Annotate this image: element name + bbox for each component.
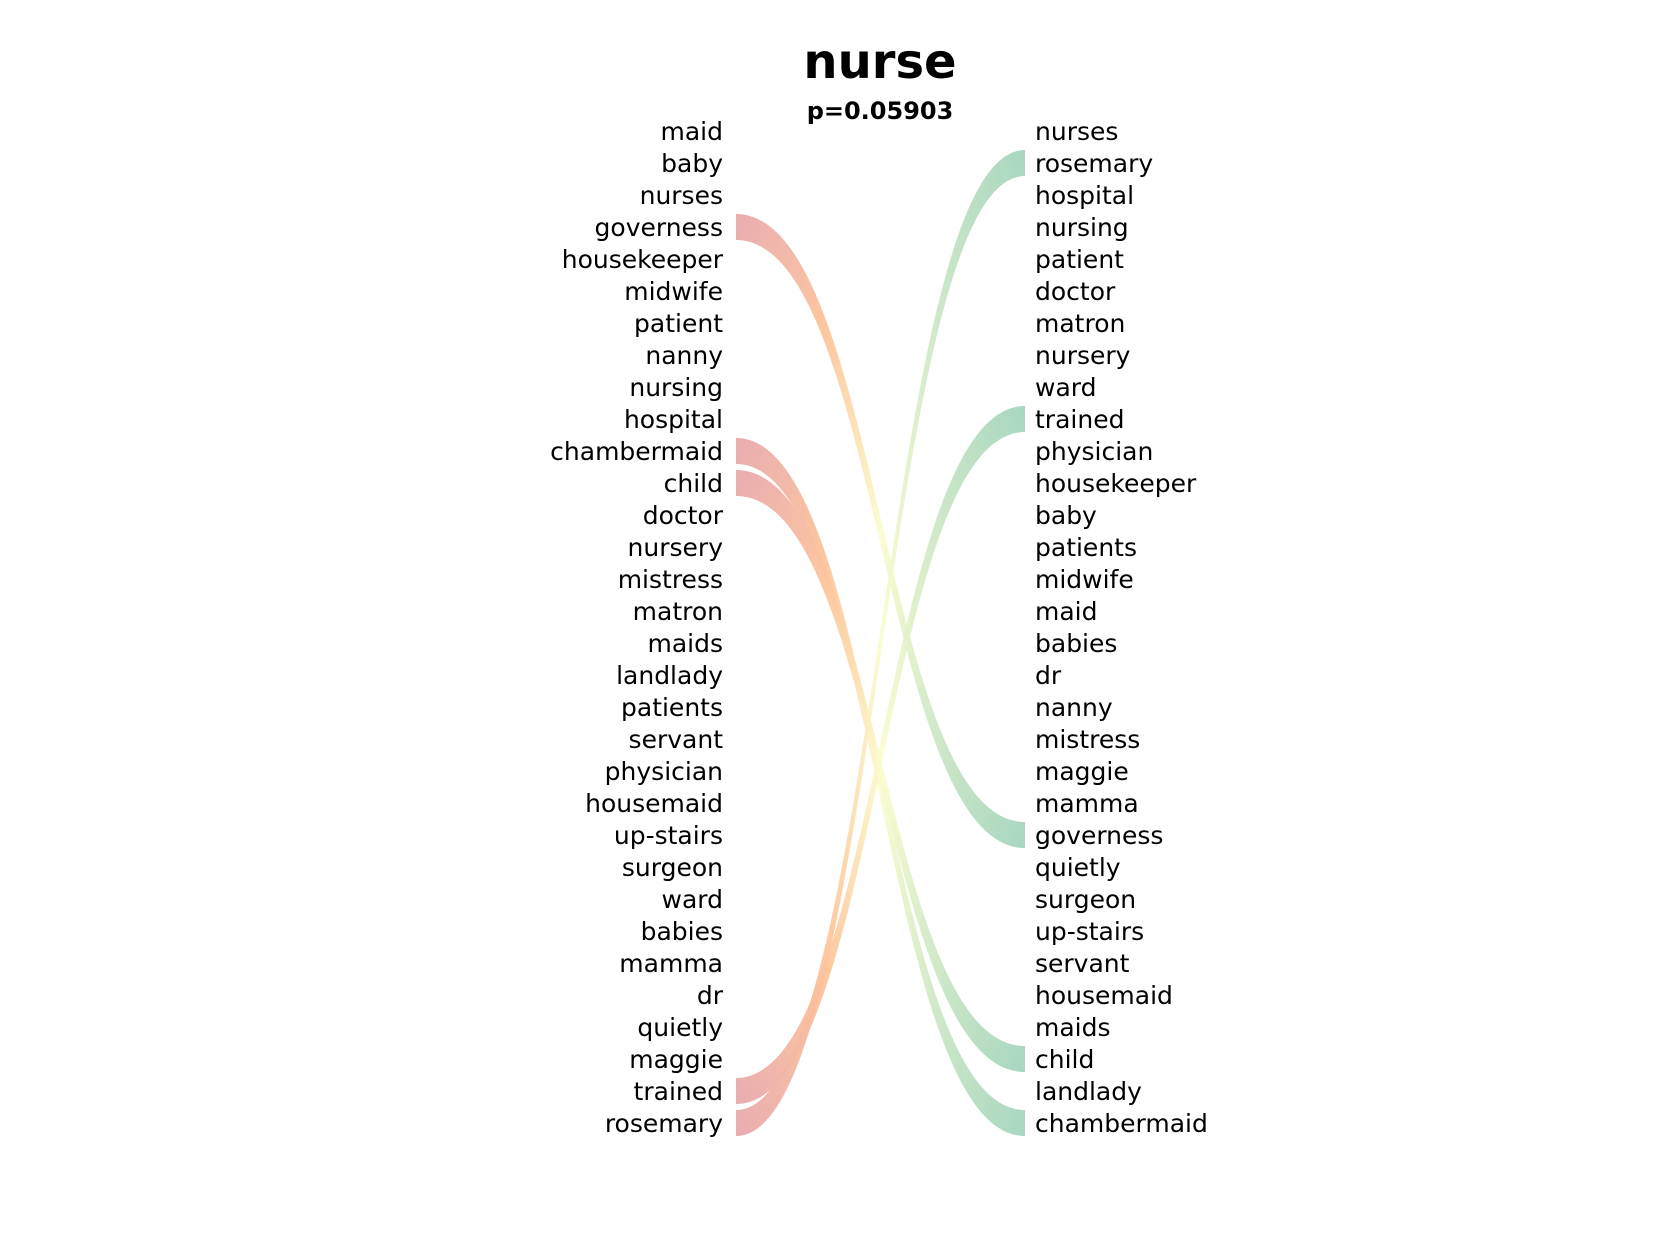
link-band-chambermaid <box>736 438 1025 1136</box>
right-word: maggie <box>1035 757 1129 786</box>
right-word: dr <box>1035 661 1062 690</box>
left-word: nurses <box>640 181 723 210</box>
right-word: baby <box>1035 501 1097 530</box>
right-word: maids <box>1035 1013 1111 1042</box>
link-band-governess <box>736 214 1025 848</box>
link-band-rosemary <box>736 150 1025 1136</box>
left-word: patient <box>634 309 723 338</box>
right-word: nursing <box>1035 213 1129 242</box>
right-word: rosemary <box>1035 149 1153 178</box>
left-word: maid <box>661 117 724 146</box>
left-word: up-stairs <box>614 821 723 850</box>
left-word: baby <box>661 149 723 178</box>
left-word: maids <box>647 629 723 658</box>
left-word: hospital <box>624 405 723 434</box>
right-word: hospital <box>1035 181 1134 210</box>
links-layer <box>736 150 1025 1136</box>
right-word: doctor <box>1035 277 1116 306</box>
right-word: nursery <box>1035 341 1131 370</box>
left-word: governess <box>595 213 723 242</box>
right-word-list: nurses rosemary hospital nursing patient doct… <box>1035 117 1208 1138</box>
left-word: surgeon <box>622 853 723 882</box>
right-word: physician <box>1035 437 1153 466</box>
left-word: physician <box>605 757 723 786</box>
right-word: up-stairs <box>1035 917 1144 946</box>
right-word: surgeon <box>1035 885 1136 914</box>
left-word: nursing <box>629 373 723 402</box>
left-word: doctor <box>643 501 724 530</box>
left-word: midwife <box>624 277 723 306</box>
left-word: landlady <box>616 661 723 690</box>
right-word: child <box>1035 1045 1094 1074</box>
left-word: quietly <box>637 1013 723 1042</box>
left-word: housekeeper <box>562 245 724 274</box>
right-word: nurses <box>1035 117 1118 146</box>
left-word: matron <box>633 597 723 626</box>
left-word: housemaid <box>585 789 723 818</box>
left-word: servant <box>629 725 724 754</box>
chart-title: nurse <box>803 34 956 90</box>
right-word: ward <box>1035 373 1096 402</box>
right-word: servant <box>1035 949 1130 978</box>
right-word: patient <box>1035 245 1124 274</box>
right-word: governess <box>1035 821 1163 850</box>
left-word: child <box>664 469 723 498</box>
right-word: housekeeper <box>1035 469 1197 498</box>
right-word: quietly <box>1035 853 1121 882</box>
left-word: mistress <box>618 565 723 594</box>
left-word: rosemary <box>605 1109 723 1138</box>
link-band-child <box>736 470 1025 1072</box>
left-word: ward <box>662 885 723 914</box>
right-word: mamma <box>1035 789 1139 818</box>
left-word-list: maid baby nurses governess housekeeper midwif… <box>550 117 724 1138</box>
right-word: trained <box>1035 405 1124 434</box>
left-word: nursery <box>628 533 724 562</box>
right-word: maid <box>1035 597 1098 626</box>
left-word: babies <box>641 917 723 946</box>
right-word: chambermaid <box>1035 1109 1208 1138</box>
right-word: landlady <box>1035 1077 1142 1106</box>
right-word: nanny <box>1035 693 1113 722</box>
left-word: mamma <box>619 949 723 978</box>
right-word: midwife <box>1035 565 1134 594</box>
left-word: nanny <box>645 341 723 370</box>
left-word: trained <box>634 1077 723 1106</box>
right-word: housemaid <box>1035 981 1173 1010</box>
left-word: maggie <box>629 1045 723 1074</box>
right-word: mistress <box>1035 725 1140 754</box>
right-word: patients <box>1035 533 1137 562</box>
right-word: matron <box>1035 309 1125 338</box>
left-word: patients <box>621 693 723 722</box>
left-word: chambermaid <box>550 437 723 466</box>
chart-subtitle: p=0.05903 <box>807 97 954 125</box>
link-band-trained <box>736 406 1025 1104</box>
left-word: dr <box>697 981 724 1010</box>
right-word: babies <box>1035 629 1117 658</box>
